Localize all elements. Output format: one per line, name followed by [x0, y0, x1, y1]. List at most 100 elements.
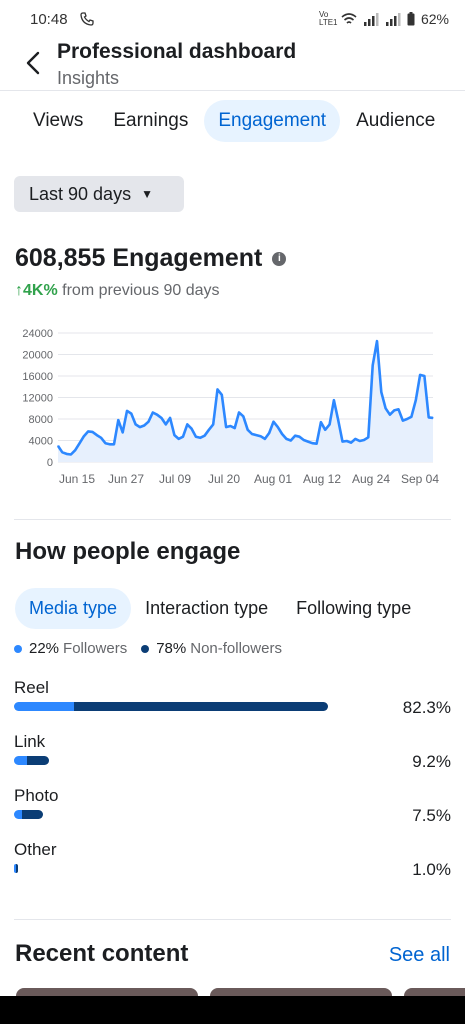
media-row-pct: 1.0% [412, 860, 451, 879]
media-row-pct: 7.5% [412, 806, 451, 825]
x-tick-label: Jul 09 [159, 472, 191, 486]
media-row-photo: Photo 7.5% [14, 786, 454, 836]
signal-icon [363, 12, 379, 26]
legend-followers-label: Followers [63, 640, 128, 657]
data-point [191, 428, 193, 430]
x-tick-label: Aug 01 [254, 472, 292, 486]
followers-segment [14, 864, 16, 873]
y-tick-label: 12000 [22, 393, 53, 405]
media-row-bar [14, 810, 43, 819]
media-row-label: Photo [14, 786, 59, 805]
data-point [83, 435, 85, 437]
data-point [238, 411, 240, 414]
see-all-link[interactable]: See all [388, 944, 450, 966]
media-row-bar [14, 756, 50, 765]
data-point [147, 421, 150, 423]
data-point [354, 438, 356, 440]
media-row-link: Link 9.2% [14, 732, 454, 782]
status-icons: Vo LTE1 62% [318, 10, 449, 28]
data-point [178, 438, 180, 440]
content-thumbnail[interactable] [16, 988, 198, 998]
y-tick-label: 24000 [22, 328, 53, 340]
clock: 10:48 [30, 10, 68, 28]
data-point [234, 427, 236, 429]
data-point [109, 443, 111, 445]
tab-views[interactable]: Views [33, 110, 84, 131]
data-point [113, 443, 115, 445]
data-point [311, 442, 313, 444]
data-point [272, 421, 275, 423]
date-range-dropdown[interactable]: Last 90 days ▼ [14, 176, 184, 212]
data-point [367, 436, 369, 438]
engage-title: How people engage [15, 538, 241, 565]
data-point [337, 419, 339, 421]
data-point [156, 414, 158, 416]
x-tick-label: Aug 12 [303, 472, 341, 486]
x-tick-label: Jul 20 [208, 472, 240, 486]
data-point [182, 436, 184, 438]
data-point [260, 435, 262, 437]
volte-indicator: Vo LTE1 [318, 10, 338, 27]
data-point [423, 375, 425, 377]
y-tick-label: 0 [47, 457, 53, 469]
nonfollowers-segment [73, 702, 328, 711]
tab-engagement[interactable]: Engagement [204, 100, 341, 142]
data-point [169, 417, 171, 419]
data-point [294, 435, 296, 437]
data-point [104, 442, 106, 444]
engagement-total-value: 608,855 Engagement [15, 244, 263, 272]
x-tick-label: Sep 04 [401, 472, 439, 486]
back-arrow-icon[interactable] [22, 50, 46, 76]
data-point [333, 399, 335, 401]
data-point [329, 423, 331, 425]
tab-following-type[interactable]: Following type [296, 597, 412, 618]
content-thumbnail[interactable] [210, 988, 392, 998]
media-row-pct: 9.2% [412, 752, 451, 771]
data-point [122, 431, 124, 433]
followers-segment [14, 702, 74, 711]
data-point [307, 441, 309, 443]
system-nav-bar [0, 996, 465, 1024]
data-point [139, 426, 141, 428]
data-point [204, 435, 206, 437]
data-point [255, 434, 257, 436]
insights-tabs: Views Earnings Engagement Audience [0, 98, 465, 144]
app-header: Professional dashboard Insights [0, 38, 465, 90]
data-point [380, 391, 382, 393]
data-point [70, 453, 72, 456]
data-point [126, 410, 128, 412]
media-row-label: Reel [14, 678, 49, 697]
data-point [251, 433, 253, 435]
tab-interaction-type[interactable]: Interaction type [145, 597, 269, 618]
data-point [199, 437, 201, 439]
data-point [320, 421, 322, 423]
data-point [290, 439, 292, 442]
info-icon[interactable]: i [272, 251, 287, 266]
data-point [74, 449, 76, 451]
delta-value: ↑4K% [15, 282, 58, 299]
page-title: Professional dashboard [57, 40, 297, 63]
header-divider [0, 90, 465, 91]
data-point [79, 442, 81, 444]
content-thumbnail[interactable] [404, 988, 465, 998]
followers-segment [14, 810, 22, 819]
series-line [56, 339, 434, 456]
y-tick-label: 20000 [22, 350, 53, 362]
data-point [135, 423, 137, 425]
data-point [100, 437, 102, 439]
data-point [173, 434, 175, 436]
data-point [221, 394, 223, 396]
data-point [208, 429, 210, 431]
tab-audience[interactable]: Audience [356, 110, 436, 131]
x-tick-label: Jun 27 [108, 472, 144, 486]
data-point [363, 439, 365, 441]
data-point [324, 429, 326, 431]
y-tick-label: 16000 [22, 371, 53, 383]
delta-text: from previous 90 days [62, 282, 220, 299]
data-point [268, 432, 270, 434]
tab-earnings[interactable]: Earnings [113, 110, 189, 131]
data-point [393, 409, 395, 411]
tab-media-type[interactable]: Media type [15, 587, 132, 629]
data-point [402, 420, 404, 422]
legend-followers: 22% Followers [14, 640, 127, 657]
